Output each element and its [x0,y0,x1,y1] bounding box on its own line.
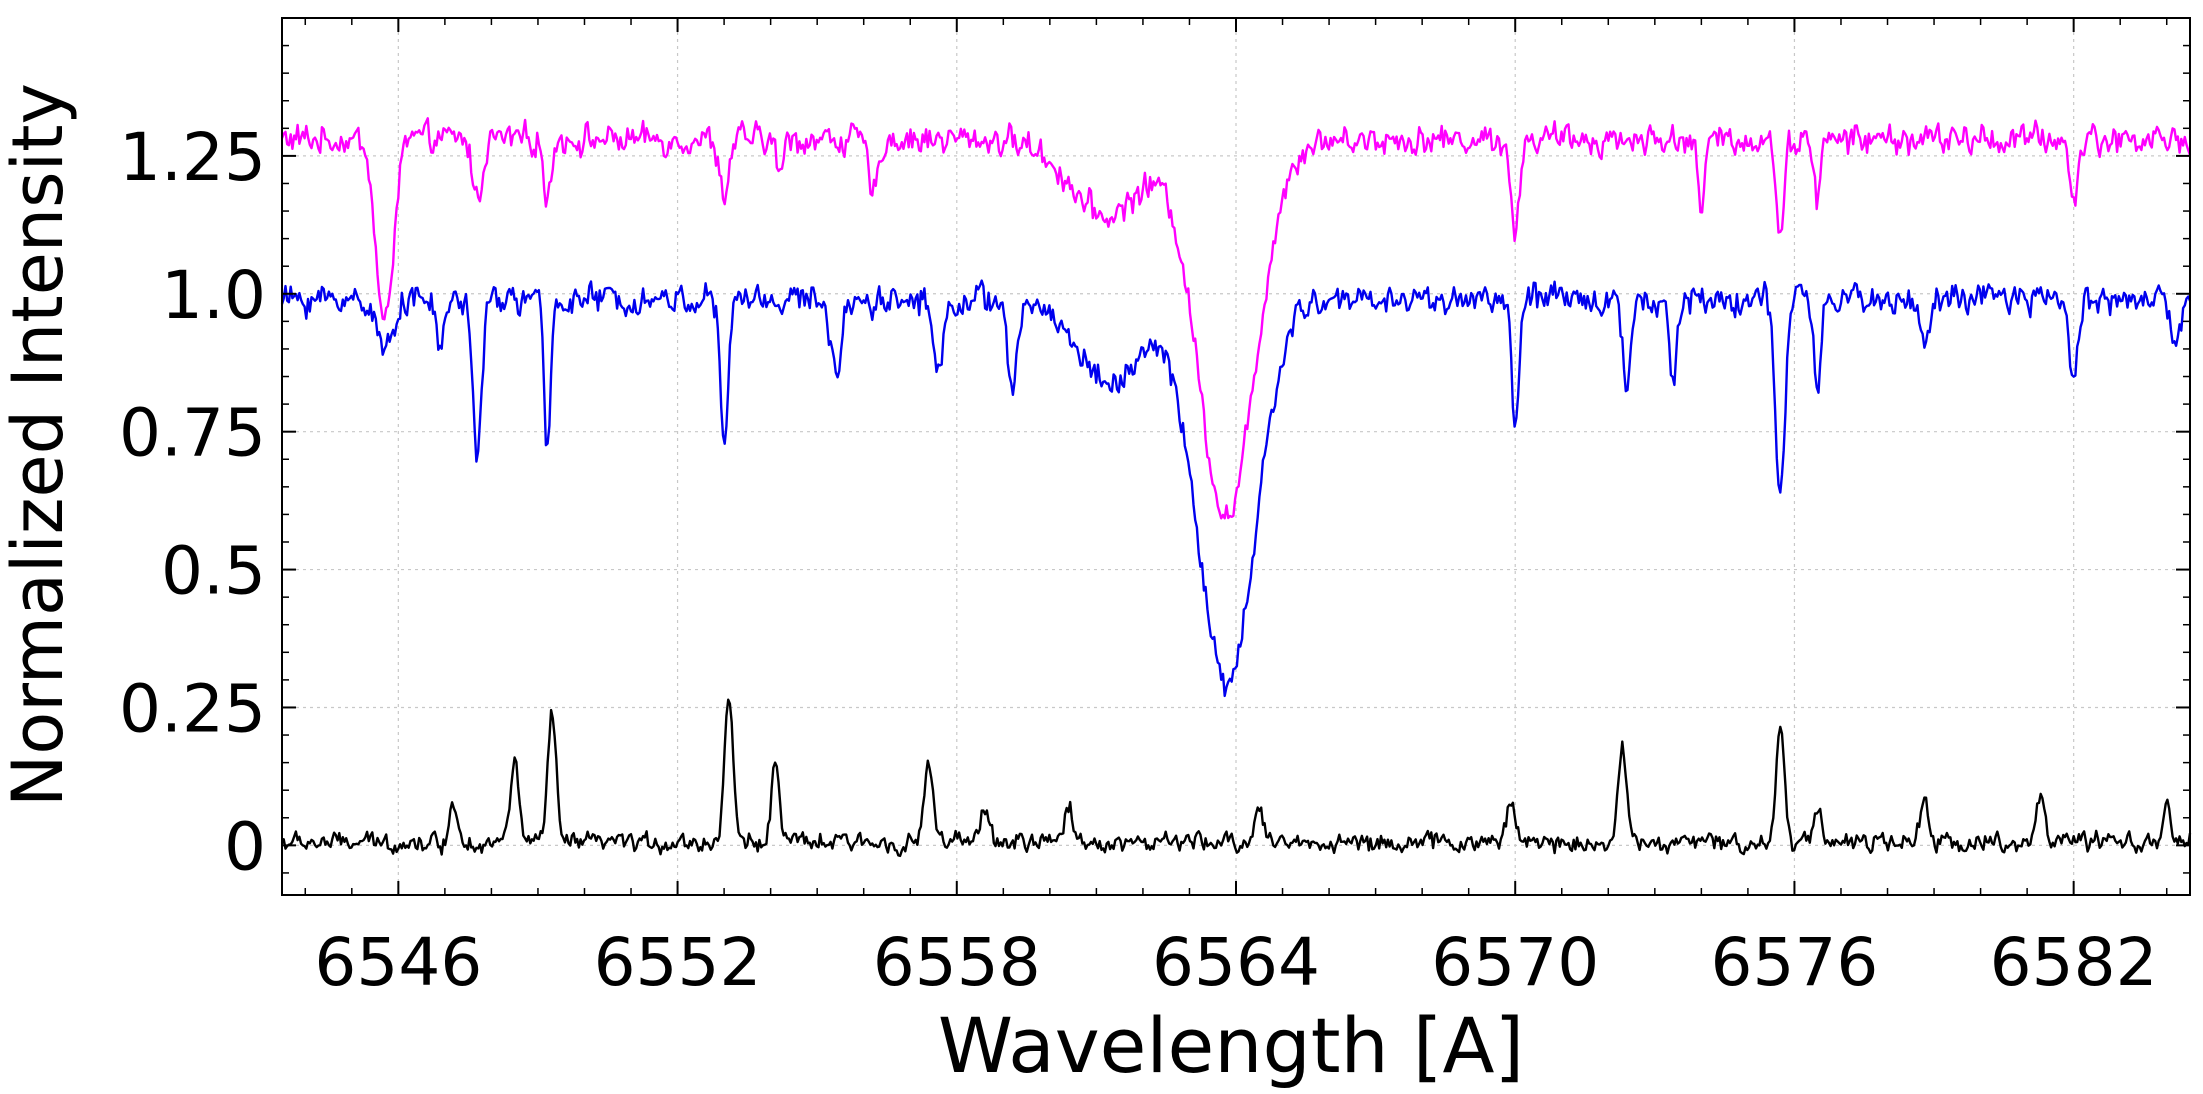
x-tick-label: 6570 [1431,924,1599,1001]
y-tick-label: 0.75 [119,395,266,472]
grid [282,18,2190,895]
series-line-blue [280,279,2192,698]
y-tick-label: 0.25 [119,670,266,747]
x-tick-label: 6576 [1710,924,1878,1001]
y-tick-label: 1.0 [161,257,266,334]
y-tick-label: 0 [224,808,266,885]
x-tick-label: 6552 [594,924,762,1001]
x-axis-tick-labels: 6546 6552 6558 6564 6570 6576 6582 [314,924,2157,1001]
axis-ticks [282,18,2190,895]
y-tick-label: 0.5 [161,533,266,610]
plot-frame [281,17,2191,896]
series-layer [280,117,2192,858]
y-axis-title: Normalized Intensity [0,83,79,807]
x-axis-title: Wavelength [A] [938,1001,1524,1090]
x-tick-label: 6582 [1990,924,2158,1001]
x-tick-label: 6558 [873,924,1041,1001]
y-axis-tick-labels: 0 0.25 0.5 0.75 1.0 1.25 [119,119,266,885]
series-line-magenta [280,117,2192,520]
series-line-black [280,698,2192,858]
y-tick-label: 1.25 [119,119,266,196]
x-tick-label: 6564 [1152,924,1320,1001]
x-tick-label: 6546 [314,924,482,1001]
